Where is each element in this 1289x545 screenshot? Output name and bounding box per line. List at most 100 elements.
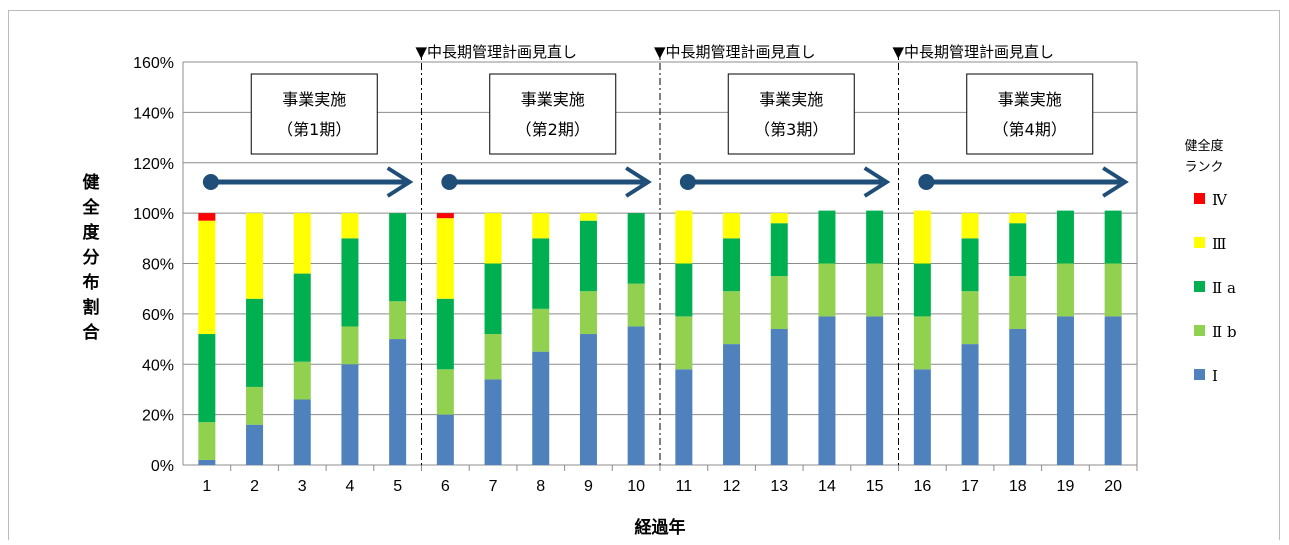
bar-segment — [341, 364, 359, 465]
bar-segment — [579, 334, 597, 465]
bar-segment — [436, 213, 454, 219]
bar-segment — [1009, 213, 1027, 224]
legend-swatch — [1194, 369, 1205, 380]
bar-segment — [866, 263, 884, 317]
bar-segment — [246, 298, 264, 387]
x-tick-label: 19 — [1057, 478, 1075, 495]
y-axis-title-char: 布 — [83, 272, 100, 293]
x-tick-label: 5 — [393, 478, 402, 495]
bar-segment — [913, 316, 931, 370]
bar-segment — [723, 344, 741, 465]
x-tick-label: 16 — [913, 478, 931, 495]
bar-segment — [675, 263, 693, 317]
bar-segment — [1056, 263, 1074, 317]
bar-segment — [1104, 263, 1122, 317]
bar-segment — [198, 422, 216, 460]
phase-arrow-start-dot — [918, 174, 935, 190]
bar-segment — [723, 213, 741, 239]
bar-segment — [913, 263, 931, 317]
legend-label: Ⅱ b — [1212, 323, 1237, 341]
bar-segment — [293, 213, 311, 274]
bar-segment — [627, 283, 645, 327]
phase-title: 事業実施 — [759, 90, 823, 109]
bar-segment — [1009, 276, 1027, 329]
phase-arrow-start-dot — [441, 174, 458, 190]
y-axis-title-char: 度 — [83, 222, 101, 243]
y-axis-title-char: 分 — [83, 248, 100, 268]
bar-segment — [436, 298, 454, 370]
bar-segment — [198, 459, 216, 465]
x-tick-label: 10 — [627, 478, 645, 495]
bar-segment — [198, 334, 216, 423]
bar-segment — [770, 213, 788, 224]
x-tick-label: 17 — [961, 478, 979, 495]
bar-segment — [1104, 316, 1122, 465]
bar-segment — [1056, 210, 1074, 264]
legend-label: Ⅰ — [1212, 367, 1218, 385]
bar-segment — [961, 238, 979, 292]
bar-segment — [484, 334, 502, 380]
legend-label: Ⅳ — [1212, 191, 1228, 209]
bar-segment — [723, 291, 741, 345]
bar-segment — [341, 238, 359, 327]
x-tick-label: 8 — [536, 478, 545, 495]
legend-label: Ⅱ a — [1212, 279, 1236, 297]
phase-box — [250, 73, 378, 155]
bar-segment — [675, 316, 693, 370]
phase-arrow-head — [1102, 166, 1129, 198]
bar-segment — [961, 344, 979, 465]
bar-segment — [579, 213, 597, 221]
bar-segment — [866, 316, 884, 465]
bar-segment — [770, 223, 788, 277]
bar-segment — [627, 213, 645, 284]
bar-segment — [961, 291, 979, 345]
phase-arrow-head — [625, 166, 652, 198]
bar-segment — [1009, 223, 1027, 277]
review-label: ▼中長期管理計画見直し — [893, 43, 1055, 61]
bar-segment — [484, 263, 502, 335]
legend-label: Ⅲ — [1212, 235, 1226, 253]
bar-segment — [532, 213, 550, 239]
y-tick-label: 160% — [133, 55, 174, 72]
bar-segment — [627, 326, 645, 465]
bar-segment — [1104, 210, 1122, 264]
x-tick-label: 2 — [250, 478, 259, 495]
bar-segment — [293, 399, 311, 465]
x-axis-title: 経過年 — [635, 517, 686, 538]
bar-segment — [675, 369, 693, 465]
bar-segment — [818, 263, 836, 317]
bar-segment — [579, 291, 597, 335]
bar-segment — [293, 361, 311, 400]
bar-segment — [1056, 316, 1074, 465]
bar-segment — [246, 386, 264, 425]
legend-title: 健全度 — [1184, 138, 1223, 154]
bar-segment — [246, 213, 264, 299]
bar-segment — [198, 220, 216, 335]
bar-segment — [341, 213, 359, 239]
bar-segment — [961, 213, 979, 239]
bar-segment — [866, 210, 884, 264]
bar-segment — [436, 218, 454, 299]
legend-title: ランク — [1184, 160, 1223, 175]
x-tick-label: 20 — [1104, 478, 1122, 495]
phase-title: 事業実施 — [521, 90, 585, 109]
phase-arrow-start-dot — [679, 174, 696, 190]
bar-segment — [818, 316, 836, 465]
phase-arrow-head — [386, 166, 414, 198]
x-tick-label: 6 — [441, 478, 450, 495]
bar-segment — [389, 339, 407, 465]
x-tick-label: 15 — [866, 478, 884, 495]
y-tick-label: 20% — [142, 408, 174, 425]
review-label: ▼中長期管理計画見直し — [416, 43, 578, 61]
bar-segment — [818, 210, 836, 264]
legend-swatch — [1194, 237, 1205, 248]
review-label: ▼中長期管理計画見直し — [654, 43, 816, 61]
x-tick-label: 4 — [345, 478, 354, 495]
legend-swatch — [1194, 193, 1205, 204]
bar-segment — [198, 213, 216, 221]
phase-box — [966, 73, 1094, 155]
y-tick-label: 60% — [142, 307, 174, 324]
bar-segment — [532, 308, 550, 352]
phase-period: （第3期） — [754, 120, 828, 139]
